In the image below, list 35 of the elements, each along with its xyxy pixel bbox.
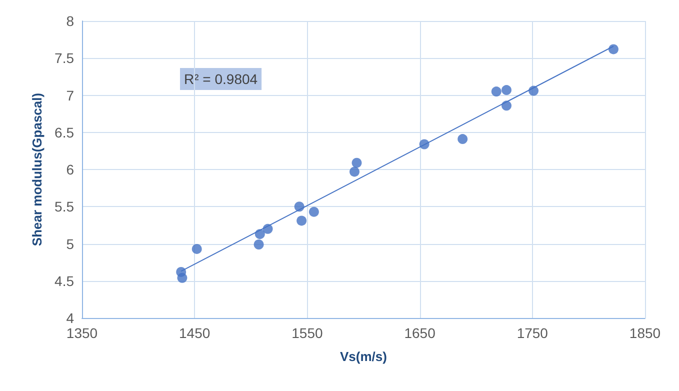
point [254, 239, 264, 250]
point [528, 86, 539, 96]
x-tick-label: 1750 [516, 325, 548, 341]
y-tick-label: 7 [66, 87, 74, 104]
point [192, 244, 202, 254]
point [502, 100, 512, 111]
point [177, 272, 188, 283]
x-tick-label: 1450 [179, 325, 210, 341]
point [502, 85, 512, 96]
y-axis-title: Shear modulus(Gpascal) [30, 92, 45, 246]
x-tick-label: 1850 [629, 325, 661, 341]
point [262, 224, 273, 234]
x-tick-label: 1550 [292, 325, 323, 341]
y-tick-label: 5 [66, 236, 74, 252]
point [352, 158, 362, 168]
point [296, 216, 307, 226]
y-tick-label: 5.5 [54, 198, 74, 215]
y-tick-label: 4 [66, 310, 74, 326]
x-tick-label: 1650 [404, 325, 436, 341]
point [491, 86, 502, 97]
point [608, 44, 618, 54]
x-tick-label: 1350 [66, 325, 98, 341]
point [419, 139, 430, 150]
y-tick-label: 7.5 [54, 50, 74, 66]
y-tick-label: 8 [66, 13, 74, 29]
y-tick-label: 6 [66, 162, 74, 178]
y-tick-label: 4.5 [54, 272, 74, 289]
point [458, 134, 468, 144]
point [308, 206, 319, 217]
point [350, 166, 360, 177]
annotation: R² = 0.9804 [184, 71, 258, 87]
point [294, 202, 304, 212]
y-tick-label: 6.5 [54, 124, 74, 140]
point [254, 229, 265, 240]
x-axis-title: Vs(m/s) [340, 349, 387, 364]
